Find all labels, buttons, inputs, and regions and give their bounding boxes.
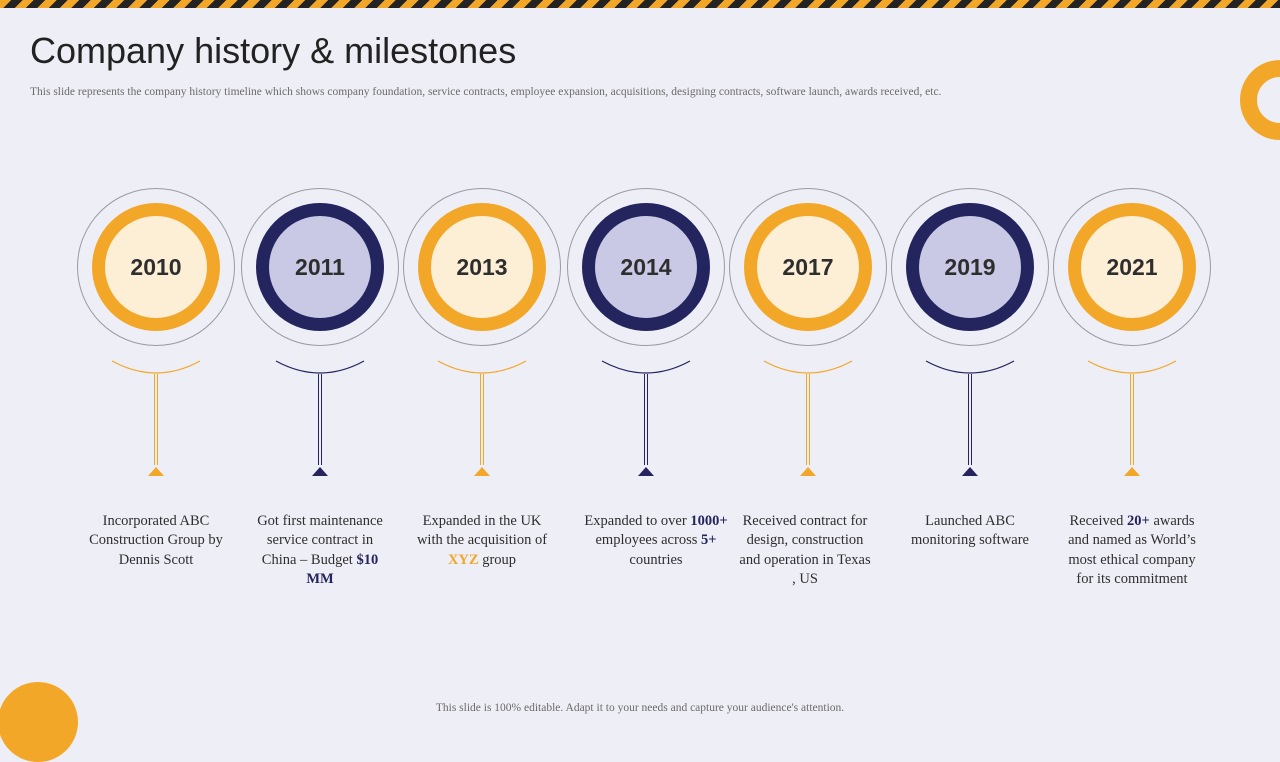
milestone-year-circle: 2019 <box>906 203 1034 331</box>
milestone-year-circle: 2014 <box>582 203 710 331</box>
milestone-year: 2013 <box>456 253 508 280</box>
milestone-year: 2014 <box>620 253 672 280</box>
milestone-outer-ring <box>403 188 561 346</box>
milestone-year-circle: 2010 <box>92 203 220 331</box>
highlight-value: 5+ <box>700 532 717 549</box>
milestone-connector <box>275 360 365 476</box>
highlight-value: 1000+ <box>690 513 728 529</box>
page-title: Company history & milestones <box>30 30 517 71</box>
milestone-outer-ring <box>77 188 235 346</box>
milestone-description: Launched ABC monitoring software <box>911 513 1029 549</box>
milestone-description: Received 20+ awards and named as World’s… <box>1068 513 1196 587</box>
hazard-stripe-bar <box>0 0 1280 8</box>
milestone-outer-ring <box>241 188 399 346</box>
milestone-description: Expanded in the UK with the acquisition … <box>416 513 548 568</box>
pointer-triangle-icon <box>962 467 978 476</box>
milestone-outer-ring <box>1053 188 1211 346</box>
highlight-value: 20+ <box>1127 513 1150 529</box>
pointer-triangle-icon <box>1124 467 1140 476</box>
milestone-outer-ring <box>567 188 725 346</box>
page-subtitle: This slide represents the company histor… <box>30 86 942 98</box>
milestone-year-circle: 2011 <box>256 203 384 331</box>
milestone-connector <box>763 360 853 476</box>
decorative-circle <box>0 682 78 762</box>
decorative-ring <box>1240 60 1280 140</box>
milestone-year-circle: 2013 <box>418 203 546 331</box>
milestone-description: Received contract for design, constructi… <box>739 513 871 587</box>
milestone-outer-ring <box>729 188 887 346</box>
milestone-connector <box>925 360 1015 476</box>
milestone-description: Expanded to over 1000+ employees across … <box>584 513 728 568</box>
pointer-triangle-icon <box>474 467 490 476</box>
highlight-value: $10 MM <box>306 551 379 587</box>
milestone-description: Incorporated ABC Construction Group by D… <box>89 513 223 568</box>
footer-note: This slide is 100% editable. Adapt it to… <box>435 702 845 714</box>
milestone-outer-ring <box>891 188 1049 346</box>
milestone-year: 2019 <box>944 253 996 280</box>
milestone-connector <box>437 360 527 476</box>
pointer-triangle-icon <box>638 467 654 476</box>
highlight-value: XYZ <box>447 551 479 568</box>
milestone-year: 2010 <box>130 253 182 280</box>
milestone-connector <box>111 360 201 476</box>
milestone-connector <box>1087 360 1177 476</box>
milestone-year: 2011 <box>295 253 345 280</box>
milestone-description: Got first maintenance service contract i… <box>257 513 383 587</box>
milestone-year-circle: 2021 <box>1068 203 1196 331</box>
milestone-connector <box>601 360 691 476</box>
pointer-triangle-icon <box>148 467 164 476</box>
pointer-triangle-icon <box>312 467 328 476</box>
milestone-year-circle: 2017 <box>744 203 872 331</box>
milestone-year: 2021 <box>1106 253 1158 280</box>
milestone-year: 2017 <box>782 253 834 280</box>
pointer-triangle-icon <box>800 467 816 476</box>
